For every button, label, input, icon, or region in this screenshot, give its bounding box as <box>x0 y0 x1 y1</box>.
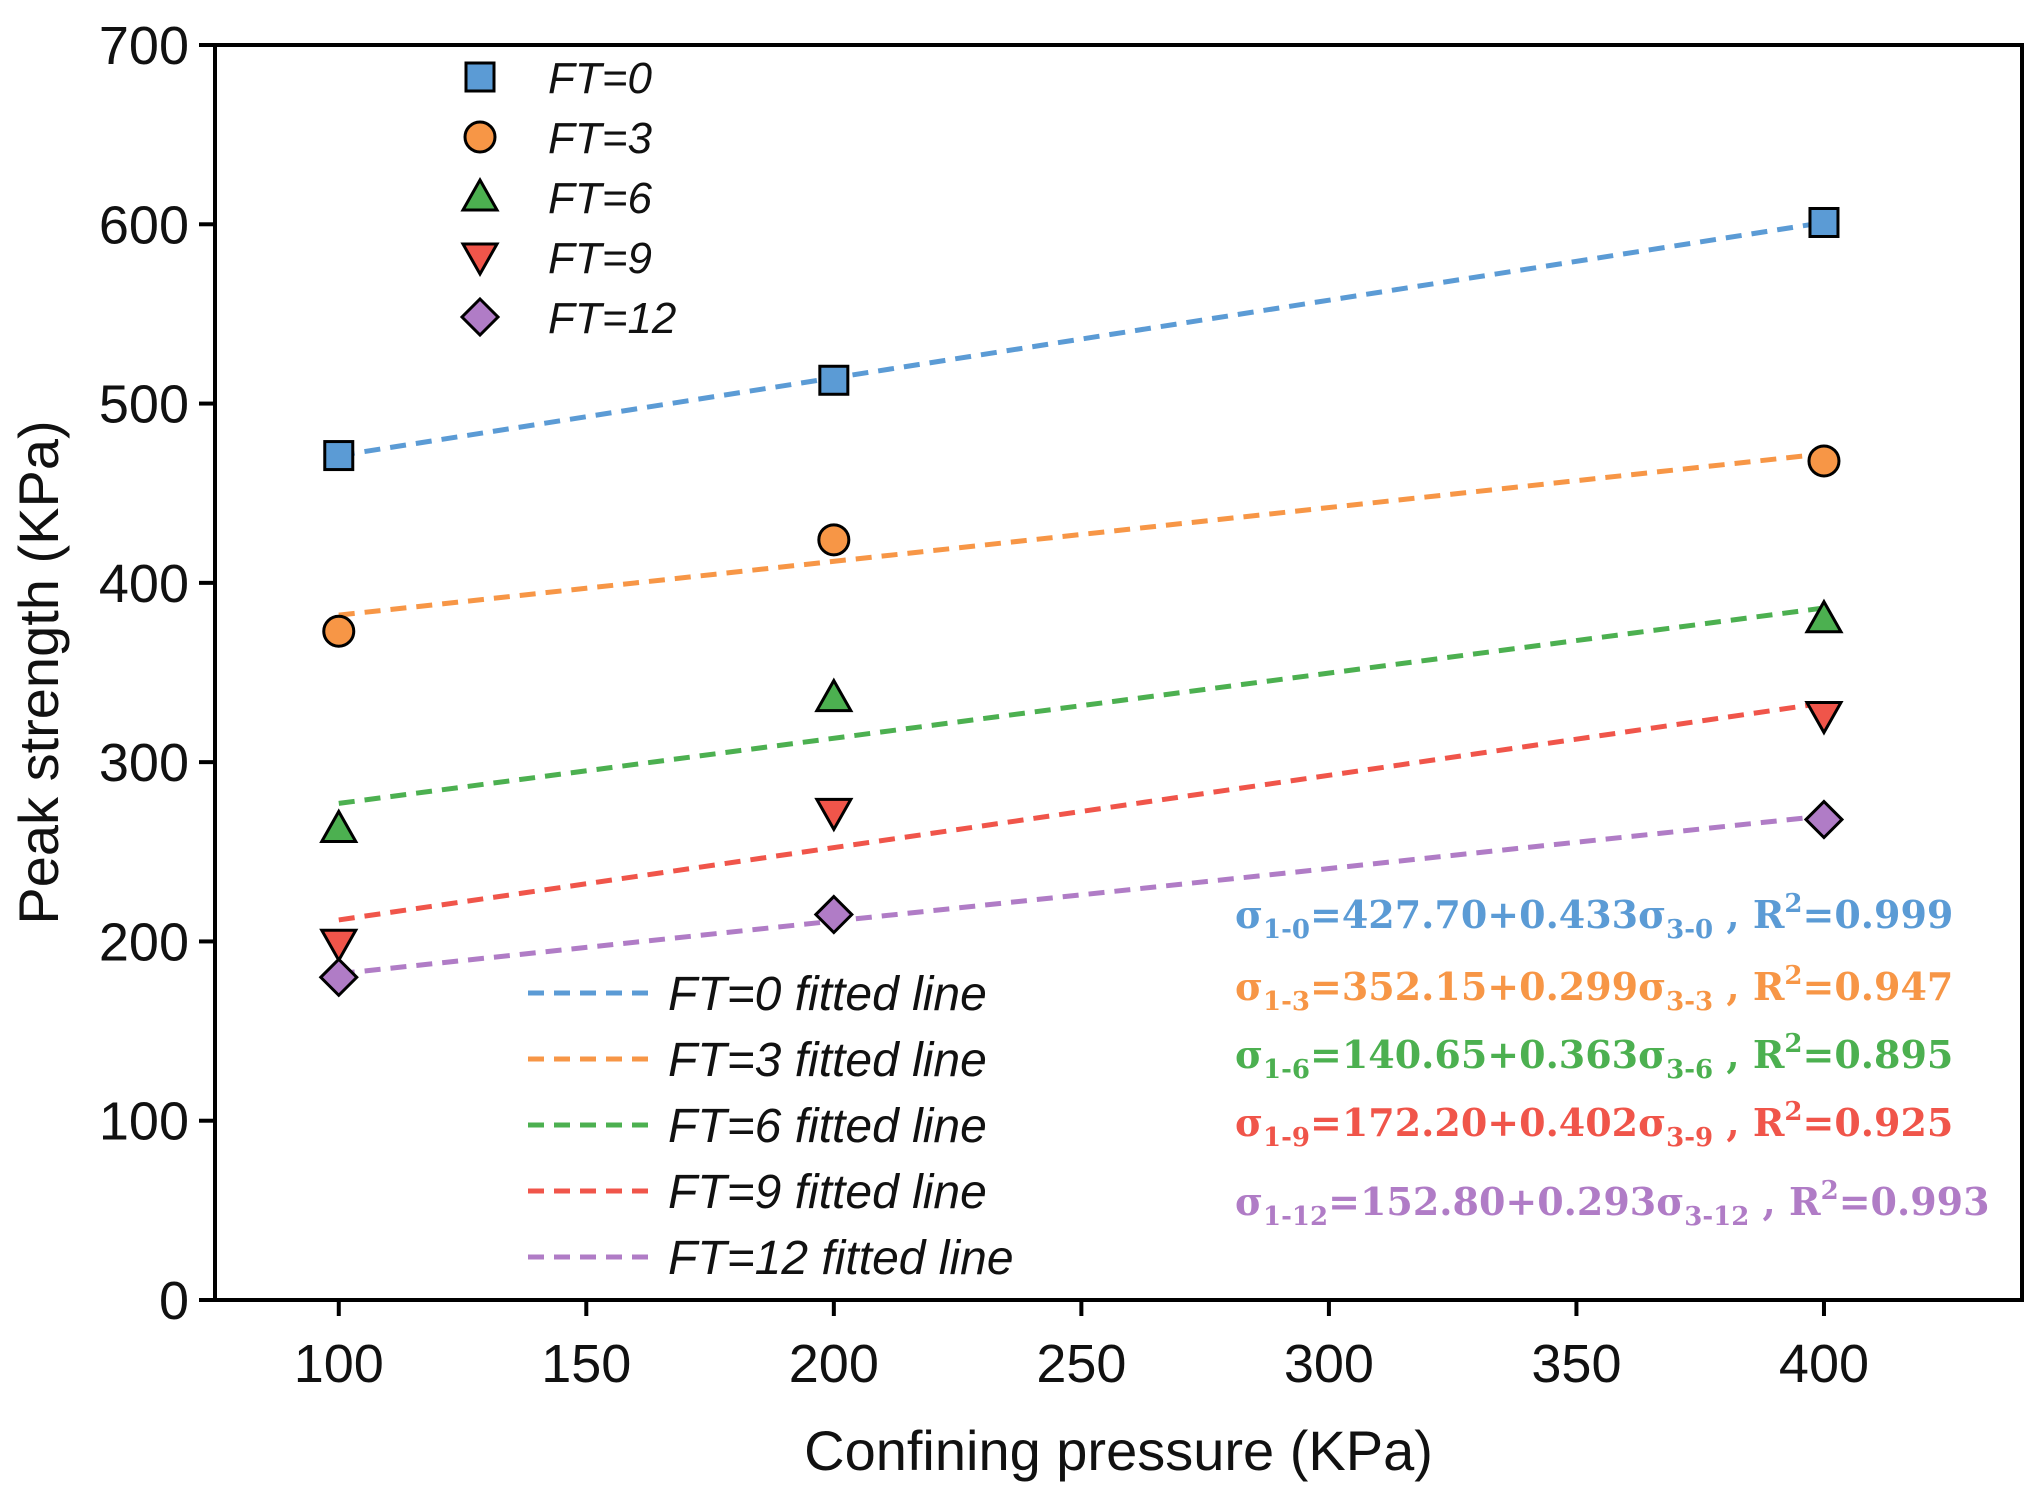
data-point <box>323 440 355 472</box>
data-point <box>319 928 359 964</box>
fit-equation: σ1-3=352.15+0.299σ3-3 , R2=0.947 <box>1235 961 1953 1017</box>
data-point <box>1807 444 1841 478</box>
data-point <box>1804 701 1844 736</box>
y-tick-label: 500 <box>99 375 189 435</box>
x-axis-ticks: 100 150 200 250 300 350 400 <box>294 1300 1869 1394</box>
y-axis-title: Peak strength (KPa) <box>7 420 70 924</box>
y-tick-label: 400 <box>99 554 189 614</box>
fit-equation: σ1-6=140.65+0.363σ3-6 , R2=0.895 <box>1235 1029 1953 1085</box>
fitted-lines <box>338 220 1825 977</box>
y-tick-label: 700 <box>99 16 189 76</box>
y-tick-label: 300 <box>99 733 189 793</box>
data-point <box>322 614 356 648</box>
legend-marker <box>464 61 496 93</box>
fit-line <box>338 605 1825 806</box>
x-tick-label: 100 <box>294 1334 384 1394</box>
fit-legend: FT=0 fitted line FT=3 fitted line FT=6 fit… <box>528 968 1014 1285</box>
data-point <box>813 894 854 935</box>
fit-equations: σ1-0=427.70+0.433σ3-0 , R2=0.999 σ1-3=352… <box>1235 889 1990 1232</box>
x-tick-label: 300 <box>1284 1334 1374 1394</box>
data-point <box>1803 799 1845 840</box>
legend-label: FT=3 <box>548 114 652 163</box>
y-tick-label: 100 <box>99 1092 189 1152</box>
y-tick-label: 600 <box>99 195 189 255</box>
x-tick-label: 350 <box>1531 1334 1621 1394</box>
legend-fit-label: FT=9 fitted line <box>668 1166 987 1219</box>
legend-label: FT=6 <box>548 174 652 223</box>
fit-equation: σ1-12=152.80+0.293σ3-12 , R2=0.993 <box>1235 1176 1990 1232</box>
y-tick-label: 0 <box>159 1271 189 1331</box>
legend-marker <box>460 242 500 278</box>
plot-frame <box>213 43 2024 1302</box>
fit-equation: σ1-0=427.70+0.433σ3-0 , R2=0.999 <box>1235 889 1953 945</box>
legend-fit-label: FT=6 fitted line <box>668 1100 987 1153</box>
legend-marker <box>459 296 501 338</box>
fit-line <box>338 700 1825 923</box>
x-tick-label: 150 <box>541 1334 631 1394</box>
data-point <box>318 957 359 998</box>
legend-marker <box>463 120 497 154</box>
data-point <box>1804 598 1844 634</box>
fit-line <box>338 451 1825 618</box>
x-tick-label: 250 <box>1036 1334 1126 1394</box>
fit-line <box>338 813 1825 977</box>
legend-label: FT=9 <box>548 234 652 283</box>
x-axis-title: Confining pressure (KPa) <box>804 1419 1433 1482</box>
legend-fit-label: FT=3 fitted line <box>668 1034 987 1087</box>
data-point <box>814 677 854 713</box>
x-tick-label: 200 <box>789 1334 879 1394</box>
legend-fit-label: FT=0 fitted line <box>668 968 987 1021</box>
y-axis-ticks: 0 100 200 300 400 500 600 700 <box>99 16 215 1331</box>
marker-legend: FT=0 FT=3 FT=6 FT=9 FT=12 <box>459 54 676 343</box>
legend-fit-label: FT=12 fitted line <box>668 1232 1014 1285</box>
x-tick-label: 400 <box>1779 1334 1869 1394</box>
data-point <box>319 808 359 843</box>
legend-label: FT=0 <box>548 54 652 103</box>
legend-marker <box>460 176 500 212</box>
legend-label: FT=12 <box>548 294 676 343</box>
fit-equation: σ1-9=172.20+0.402σ3-9 , R2=0.925 <box>1235 1097 1953 1153</box>
data-point <box>1808 206 1840 238</box>
data-point <box>814 797 854 833</box>
data-point <box>818 364 850 396</box>
data-point <box>817 523 851 557</box>
data-points <box>318 206 1845 998</box>
y-tick-label: 200 <box>99 912 189 972</box>
fit-line <box>338 220 1825 459</box>
